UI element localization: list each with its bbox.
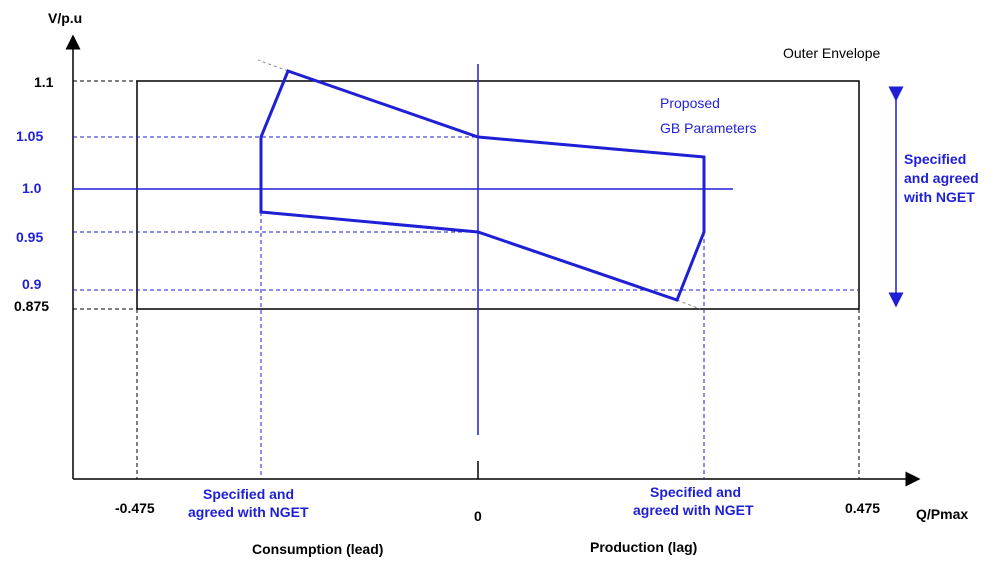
y-tick-0-875: 0.875 — [14, 298, 49, 314]
y-tick-1-0: 1.0 — [22, 180, 42, 196]
left-spec-label-line2: agreed with NGET — [188, 504, 309, 520]
right-spec-label-line1: Specified and — [650, 484, 741, 500]
blue-dashed-guides — [73, 136, 859, 479]
outer-envelope-rect — [136, 80, 860, 310]
y-tick-0-9: 0.9 — [22, 276, 42, 292]
production-label: Production (lag) — [590, 539, 697, 555]
left-spec-label-line1: Specified and — [203, 486, 294, 502]
proposed-label-line2: GB Parameters — [660, 120, 756, 136]
proposed-label-line1: Proposed — [660, 95, 720, 111]
gray-extension-lines — [257, 59, 701, 310]
x-axis-title: Q/Pmax — [916, 506, 968, 522]
x-tick-0: 0 — [474, 508, 482, 524]
y-tick-1-05: 1.05 — [16, 128, 43, 144]
y-tick-0-95: 0.95 — [16, 229, 43, 245]
black-dashed-guides — [73, 80, 860, 479]
proposed-gb-polygon — [259, 69, 706, 302]
right-arrow-label-line3: with NGET — [903, 189, 975, 205]
right-spec-label-line2: agreed with NGET — [633, 502, 754, 518]
right-arrow-label-line1: Specified — [904, 151, 966, 167]
outer-envelope-label: Outer Envelope — [783, 45, 880, 61]
consumption-label: Consumption (lead) — [252, 541, 383, 557]
y-axis-title: V/p.u — [48, 10, 82, 26]
right-arrow-label-line2: and agreed — [904, 170, 979, 186]
y-tick-1-1: 1.1 — [34, 74, 54, 90]
x-tick-0-475: 0.475 — [845, 500, 880, 516]
x-tick-neg-0-475: -0.475 — [115, 500, 155, 516]
